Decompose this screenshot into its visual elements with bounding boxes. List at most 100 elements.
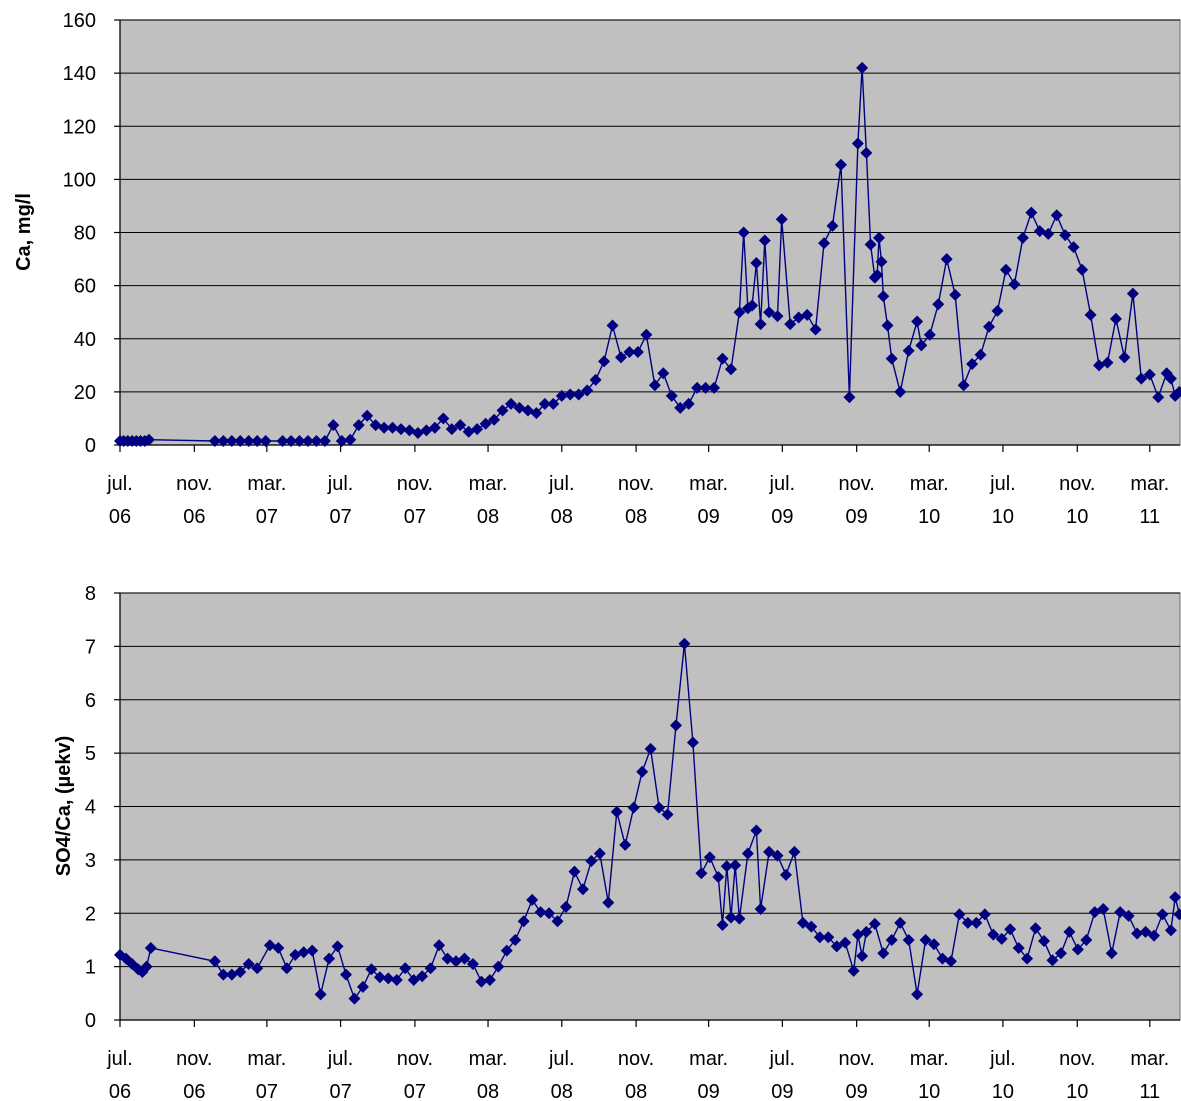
data-point-marker [526, 893, 539, 906]
data-point-marker [1012, 941, 1025, 954]
data-point-marker [758, 234, 771, 247]
data-point-marker [390, 973, 403, 986]
data-point-marker [894, 385, 907, 398]
data-point-marker [957, 379, 970, 392]
data-point-marker [352, 419, 365, 432]
y-tick-label: 7 [85, 636, 96, 658]
data-point-marker [678, 637, 691, 650]
y-tick-label: 1 [85, 957, 96, 979]
data-point-marker [1084, 308, 1097, 321]
x-tick-label-month: nov. [1059, 1048, 1095, 1070]
data-point-marker [818, 237, 831, 250]
data-point-marker [1063, 925, 1076, 938]
data-point-marker [606, 319, 619, 332]
y-tick-label: 80 [74, 223, 96, 245]
data-point-marker [932, 298, 945, 311]
x-tick-label-year: 07 [404, 1081, 426, 1101]
data-point-marker [746, 299, 759, 312]
x-tick-label-month: nov. [397, 473, 433, 495]
data-point-marker [407, 973, 420, 986]
data-point-marker [496, 404, 509, 417]
data-point-marker [961, 916, 974, 929]
x-tick-label-month: jul. [548, 1048, 575, 1070]
data-point-marker [555, 389, 568, 402]
data-point-marker [1131, 927, 1144, 940]
data-point-marker [966, 357, 979, 370]
data-point-marker [483, 973, 496, 986]
data-point-marker [517, 915, 530, 928]
data-point-marker [576, 883, 589, 896]
x-tick-label-month: nov. [397, 1048, 433, 1070]
data-point-marker [949, 288, 962, 301]
data-point-marker [543, 907, 556, 920]
data-point-marker [796, 916, 809, 929]
data-point-marker [428, 421, 441, 434]
data-point-marker [1126, 287, 1139, 300]
data-point-marker [551, 915, 564, 928]
data-point-marker [437, 412, 450, 425]
x-tick-label-month: mar. [689, 473, 728, 495]
data-point-marker [974, 348, 987, 361]
data-point-marker [593, 847, 606, 860]
y-tick-label: 6 [85, 690, 96, 712]
x-tick-label-year: 10 [918, 1081, 940, 1101]
x-tick-label-month: mar. [247, 1048, 286, 1070]
x-tick-label-month: mar. [469, 473, 508, 495]
x-tick-label-year: 09 [846, 1081, 868, 1101]
x-tick-label-month: jul. [106, 473, 133, 495]
data-point-marker [1109, 312, 1122, 325]
data-point-marker [915, 339, 928, 352]
data-point-marker [708, 381, 721, 394]
data-point-marker [1164, 372, 1177, 385]
data-point-marker [568, 865, 581, 878]
data-point-marker [619, 838, 632, 851]
data-point-marker [987, 928, 1000, 941]
data-point-marker [1152, 391, 1165, 404]
data-point-marker [1016, 231, 1029, 244]
data-point-marker [699, 381, 712, 394]
y-tick-label: 140 [63, 63, 96, 85]
data-point-marker [724, 911, 737, 924]
data-point-marker [682, 397, 695, 410]
x-tick-label-month: nov. [839, 1048, 875, 1070]
data-point-marker [306, 944, 319, 957]
x-tick-label-year: 07 [256, 506, 278, 528]
data-point-marker [572, 388, 585, 401]
data-point-marker [386, 421, 399, 434]
data-point-marker [830, 940, 843, 953]
data-point-marker [1004, 923, 1017, 936]
x-tick-label-month: jul. [989, 473, 1016, 495]
x-tick-label-month: jul. [327, 473, 354, 495]
data-point-marker [323, 952, 336, 965]
y-tick-label: 0 [85, 1010, 96, 1032]
data-point-marker [340, 968, 353, 981]
data-point-marker [902, 344, 915, 357]
y-tick-label: 40 [74, 329, 96, 351]
data-point-marker [733, 306, 746, 319]
data-point-marker [1105, 947, 1118, 960]
data-point-marker [881, 319, 894, 332]
data-point-marker [894, 916, 907, 929]
data-point-marker [1054, 947, 1067, 960]
data-point-marker [856, 61, 869, 74]
data-point-marker [335, 435, 348, 448]
data-point-marker [509, 933, 522, 946]
data-point-marker [995, 932, 1008, 945]
x-tick-label-month: mar. [469, 1048, 508, 1070]
data-point-marker [471, 423, 484, 436]
data-point-marker [763, 845, 776, 858]
x-tick-label-month: mar. [910, 1048, 949, 1070]
data-point-marker [953, 908, 966, 921]
data-point-marker [242, 435, 255, 448]
data-point-marker [120, 952, 133, 965]
data-point-marker [644, 742, 657, 755]
data-point-marker [720, 860, 733, 873]
data-point-marker [991, 304, 1004, 317]
data-point-marker [399, 962, 412, 975]
data-point-marker [911, 315, 924, 328]
data-point-marker [871, 269, 884, 281]
data-point-marker [771, 310, 784, 323]
x-tick-label-year: 08 [625, 1081, 647, 1101]
x-tick-label-month: jul. [769, 473, 796, 495]
data-point-marker [454, 419, 467, 432]
